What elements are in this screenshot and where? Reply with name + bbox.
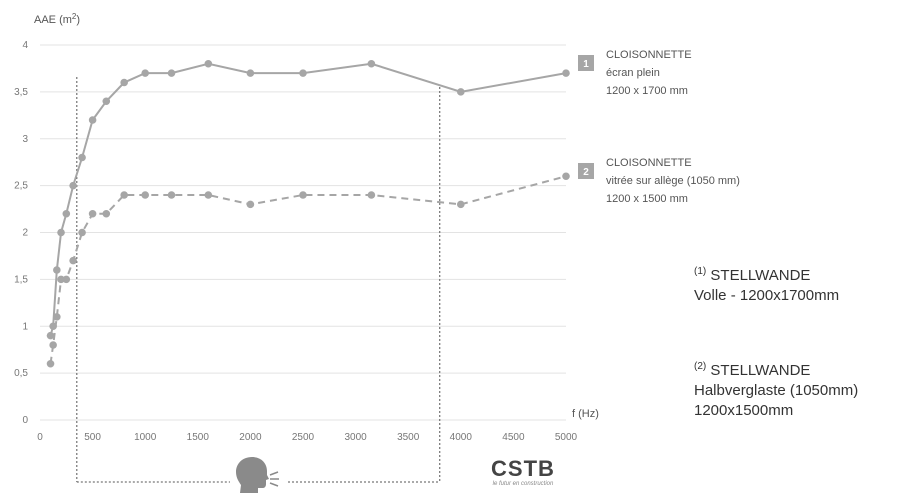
x-axis-ticks: 0 500 1000 1500 2000 2500 3000 3500 4000 4500 5000 [37, 432, 577, 443]
series-2 [46, 172, 570, 368]
x-tick-label: 3500 [397, 432, 420, 443]
y-tick-label: 1,5 [14, 274, 28, 285]
series-2-point [88, 209, 97, 218]
note-1-line-2: Volle - 1200x1700mm [694, 287, 840, 304]
series-1-point [204, 59, 213, 68]
series-2-point [141, 191, 149, 199]
series-1-point [69, 181, 77, 190]
series-2-point [102, 209, 111, 218]
note-1-line-1: STELLWANDE [710, 267, 811, 284]
series-layer [46, 59, 570, 368]
speaking-head-icon [236, 457, 279, 493]
legend-badge [578, 55, 594, 71]
series-2-point [46, 359, 55, 368]
series-2-point [246, 200, 255, 209]
x-tick-label: 1500 [187, 432, 210, 443]
legend-text-line: 1200 x 1700 mm [606, 85, 688, 97]
y-tick-label: 2,5 [14, 181, 28, 192]
cstb-logo: CSTB le futur en construction [478, 458, 568, 488]
series-2-line [49, 175, 567, 364]
series-2-point [167, 191, 176, 199]
legend: 1 CLOISONNETTE écran plein 1200 x 1700 mm 2 C… [578, 49, 740, 205]
note-1: (1) STELLWANDE Volle - 1200x1700mm [694, 262, 839, 306]
note-2-line-3: 1200x1500mm [694, 402, 794, 419]
y-tick-label: 3 [22, 134, 28, 145]
series-1-point [562, 69, 570, 77]
series-1-point [88, 116, 97, 124]
note-2-marker: (2) [694, 361, 707, 372]
series-2-point [53, 313, 61, 321]
legend-badge-number: 1 [583, 59, 589, 70]
series-2-point [562, 172, 570, 181]
series-1-point [457, 88, 465, 96]
x-axis-label: f (Hz) [572, 408, 599, 420]
legend-text-line: vitrée sur allège (1050 mm) [606, 175, 740, 187]
series-1-point [46, 331, 55, 340]
x-tick-label: 2000 [239, 432, 262, 443]
series-1-point [367, 59, 376, 68]
legend-text-line: écran plein [606, 67, 660, 79]
legend-badge-number: 2 [583, 167, 589, 178]
series-2-point [204, 191, 213, 199]
x-tick-label: 4500 [502, 432, 525, 443]
legend-item-1: 1 CLOISONNETTE écran plein 1200 x 1700 mm [578, 49, 692, 97]
legend-text-line: 1200 x 1500 mm [606, 193, 688, 205]
logo-main-text: CSTB [491, 456, 555, 481]
series-1-point [53, 266, 61, 274]
series-2-point [457, 200, 465, 209]
x-tick-label: 500 [84, 432, 101, 443]
y-tick-label: 4 [22, 40, 28, 51]
note-2: (2) STELLWANDE Halbverglaste (1050mm) 12… [694, 357, 858, 421]
series-2-point [57, 275, 65, 284]
series-1-point [167, 69, 176, 77]
y-axis-label: AAE (m2) [34, 12, 80, 26]
series-1-point [246, 69, 255, 77]
x-tick-label: 1000 [134, 432, 157, 443]
legend-item-2: 2 CLOISONNETTE vitrée sur allège (1050 mm)… [578, 157, 740, 205]
series-1-line [49, 62, 567, 336]
series-1-point [102, 97, 111, 106]
legend-text-line: CLOISONNETTE [606, 157, 692, 169]
series-1-point [141, 69, 149, 77]
note-2-line-2: Halbverglaste (1050mm) [694, 382, 859, 399]
series-1-point [299, 69, 307, 77]
logo-sub-text: le futur en construction [492, 481, 554, 487]
legend-badge [578, 163, 594, 179]
x-tick-label: 5000 [555, 432, 578, 443]
series-2-point [299, 191, 307, 199]
note-2-line-1: STELLWANDE [710, 362, 811, 379]
x-tick-label: 0 [37, 432, 43, 443]
series-1-point [62, 209, 71, 218]
y-tick-label: 0 [22, 415, 28, 426]
y-tick-label: 1 [22, 321, 28, 332]
series-2-point [367, 191, 376, 199]
series-1 [46, 59, 570, 340]
legend-text-line: CLOISONNETTE [606, 49, 692, 61]
series-1-point [78, 153, 86, 162]
y-tick-label: 0,5 [14, 368, 28, 379]
series-1-point [120, 78, 128, 87]
x-tick-label: 3000 [344, 432, 367, 443]
series-2-point [120, 191, 128, 199]
x-tick-label: 4000 [450, 432, 473, 443]
frequency-range-bracket [76, 77, 441, 483]
series-1-point [57, 228, 65, 237]
series-2-point [49, 341, 57, 349]
y-axis-ticks: 0 0,5 1 1,5 2 2,5 3 3,5 4 [14, 40, 28, 426]
series-2-point [69, 256, 77, 265]
note-1-marker: (1) [694, 266, 707, 277]
y-tick-label: 3,5 [14, 87, 28, 98]
y-tick-label: 2 [22, 228, 28, 239]
x-tick-label: 2500 [292, 432, 315, 443]
series-2-point [62, 275, 71, 284]
grid [40, 44, 566, 421]
series-2-point [78, 228, 86, 237]
